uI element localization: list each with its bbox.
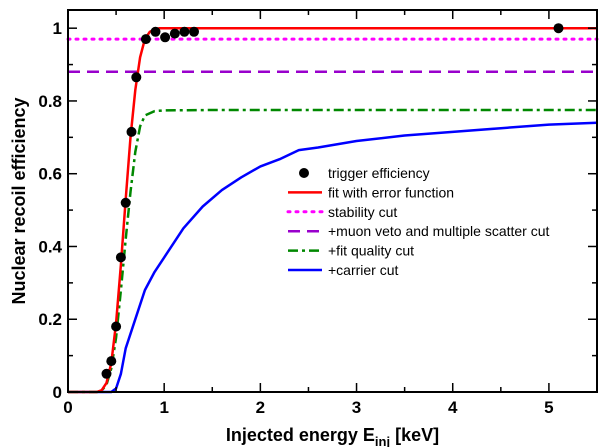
plot-content: [66, 23, 599, 394]
y-tick-label: 0.8: [38, 92, 62, 111]
y-axis-title: Nuclear recoil efficiency: [9, 97, 29, 304]
trigger-efficiency-point: [120, 197, 131, 208]
legend: trigger efficiency fit with error functio…: [286, 165, 550, 278]
trigger-efficiency-point: [106, 356, 117, 367]
legend-label: +carrier cut: [328, 262, 399, 278]
trigger-efficiency-point: [189, 26, 199, 37]
x-tick-label: 0: [63, 398, 72, 417]
x-tick-label: 1: [159, 398, 168, 417]
legend-entry-trigger-efficiency: trigger efficiency: [299, 165, 430, 181]
legend-entry-stability-cut: stability cut: [286, 204, 397, 220]
legend-label: +muon veto and multiple scatter cut: [328, 223, 550, 239]
x-tick-label: 4: [448, 398, 458, 417]
trigger-efficiency-point: [115, 252, 126, 263]
trigger-efficiency-point: [160, 32, 171, 43]
x-tick-label: 5: [544, 398, 553, 417]
legend-entry-fit-with-error-function: fit with error function: [288, 184, 454, 200]
legend-label: stability cut: [328, 204, 397, 220]
series-line-fit-with-error-function: [68, 26, 597, 394]
legend-label: trigger efficiency: [328, 165, 430, 181]
y-tick-label: 1: [53, 19, 62, 38]
trigger-efficiency-point: [126, 126, 137, 137]
legend-marker: [299, 168, 309, 178]
y-tick-label: 0.4: [38, 237, 62, 256]
y-tick-label: 0: [53, 383, 62, 402]
legend-entry-carrier-cut: +carrier cut: [288, 262, 399, 278]
axis-ticks: 0 1 2 3 4 5 0 0.2 0.4 0.6 0.8 1: [38, 10, 598, 417]
trigger-efficiency-point: [111, 321, 122, 332]
trigger-efficiency-point: [131, 72, 142, 83]
x-axis-title-unit: [keV]: [390, 425, 439, 445]
y-tick-label: 0.2: [38, 310, 62, 329]
trigger-efficiency-point: [169, 28, 180, 39]
x-axis-title: Injected energy Einj [keV]: [226, 425, 439, 447]
legend-label: +fit quality cut: [328, 243, 414, 259]
x-tick-label: 3: [352, 398, 361, 417]
x-axis-title-subscript: inj: [375, 434, 390, 447]
trigger-efficiency-point: [140, 34, 151, 45]
x-tick-label: 2: [256, 398, 265, 417]
legend-label: fit with error function: [328, 184, 454, 200]
series-line-carrier-cut: [68, 121, 598, 394]
trigger-efficiency-point: [150, 26, 161, 37]
trigger-efficiency-point: [553, 23, 564, 34]
y-tick-label: 0.6: [38, 165, 62, 184]
trigger-efficiency-point: [101, 368, 112, 379]
trigger-efficiency-point: [179, 26, 190, 37]
plot-frame: [67, 9, 598, 393]
legend-entry-muon-veto-and-multiple-scatter-cut: +muon veto and multiple scatter cut: [288, 223, 550, 239]
legend-entry-fit-quality-cut: +fit quality cut: [288, 243, 414, 259]
